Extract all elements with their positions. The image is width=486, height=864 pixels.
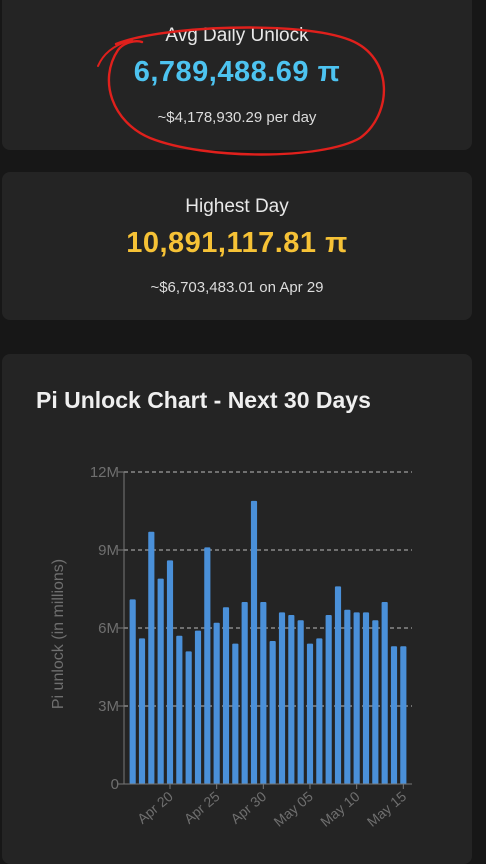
- bar-may-04[interactable]: [297, 620, 304, 784]
- bar-apr-29[interactable]: [250, 500, 258, 784]
- bar-may-10[interactable]: [353, 612, 360, 784]
- bar-may-06[interactable]: [316, 638, 323, 784]
- bar-may-01[interactable]: [269, 641, 276, 784]
- bar-apr-23[interactable]: [194, 630, 202, 784]
- bar-may-02[interactable]: [278, 612, 286, 784]
- y-tick-label: 6M: [98, 620, 119, 637]
- y-tick-label: 3M: [98, 698, 119, 715]
- x-tick-label: Apr 20: [134, 788, 176, 827]
- bar-apr-24[interactable]: [204, 547, 211, 784]
- chart-title: Pi Unlock Chart - Next 30 Days: [36, 387, 371, 413]
- y-axis-label: Pi unlock (in millions): [50, 559, 67, 709]
- bar-may-09[interactable]: [344, 609, 351, 784]
- highest-day-usd: ~$6,703,483.01 on Apr 29: [150, 279, 324, 296]
- x-tick-label: May 15: [364, 788, 410, 830]
- highest-day-title: Highest Day: [185, 196, 289, 217]
- highest-day-value: 10,891,117.81 π: [126, 227, 348, 259]
- y-tick-label: 9M: [98, 542, 119, 559]
- bar-apr-17[interactable]: [138, 638, 146, 784]
- bar-may-11[interactable]: [362, 612, 370, 784]
- bar-apr-30[interactable]: [260, 602, 267, 784]
- x-tick-label: May 05: [270, 788, 316, 830]
- bar-apr-16[interactable]: [129, 599, 136, 784]
- bar-may-13[interactable]: [381, 602, 388, 784]
- bar-apr-19[interactable]: [157, 578, 164, 784]
- highest-day-card: Highest Day 10,891,117.81 π ~$6,703,483.…: [2, 172, 472, 320]
- bar-may-08[interactable]: [334, 586, 342, 784]
- y-tick-label: 0: [111, 776, 119, 793]
- pi-unlock-chart-card: Pi Unlock Chart - Next 30 Days 0 3M 6M 9M 12…: [2, 354, 472, 864]
- avg-daily-unlock-value: 6,789,488.69 π: [133, 56, 341, 88]
- bar-apr-21[interactable]: [176, 635, 183, 784]
- bar-apr-26[interactable]: [222, 607, 230, 784]
- bar-apr-28[interactable]: [241, 602, 248, 784]
- bar-may-07[interactable]: [325, 615, 332, 784]
- x-tick-label: Apr 25: [181, 788, 223, 827]
- avg-daily-unlock-usd: ~$4,178,930.29 per day: [157, 109, 317, 126]
- x-tick-label: Apr 30: [227, 788, 269, 827]
- bar-may-05[interactable]: [306, 643, 314, 784]
- bar-may-15[interactable]: [400, 646, 407, 784]
- avg-daily-unlock-title: Avg Daily Unlock: [165, 25, 309, 46]
- bar-apr-22[interactable]: [185, 651, 192, 784]
- bar-apr-20[interactable]: [166, 560, 174, 784]
- y-tick-label: 12M: [90, 464, 119, 481]
- x-tick-label: May 10: [317, 788, 363, 830]
- bar-apr-25[interactable]: [213, 622, 220, 784]
- bar-apr-18[interactable]: [148, 531, 155, 784]
- bar-may-14[interactable]: [390, 646, 398, 784]
- bar-apr-27[interactable]: [232, 643, 239, 784]
- bar-may-12[interactable]: [372, 620, 379, 784]
- bar-may-03[interactable]: [288, 615, 295, 784]
- avg-daily-unlock-card: Avg Daily Unlock 6,789,488.69 π ~$4,178,…: [2, 0, 472, 150]
